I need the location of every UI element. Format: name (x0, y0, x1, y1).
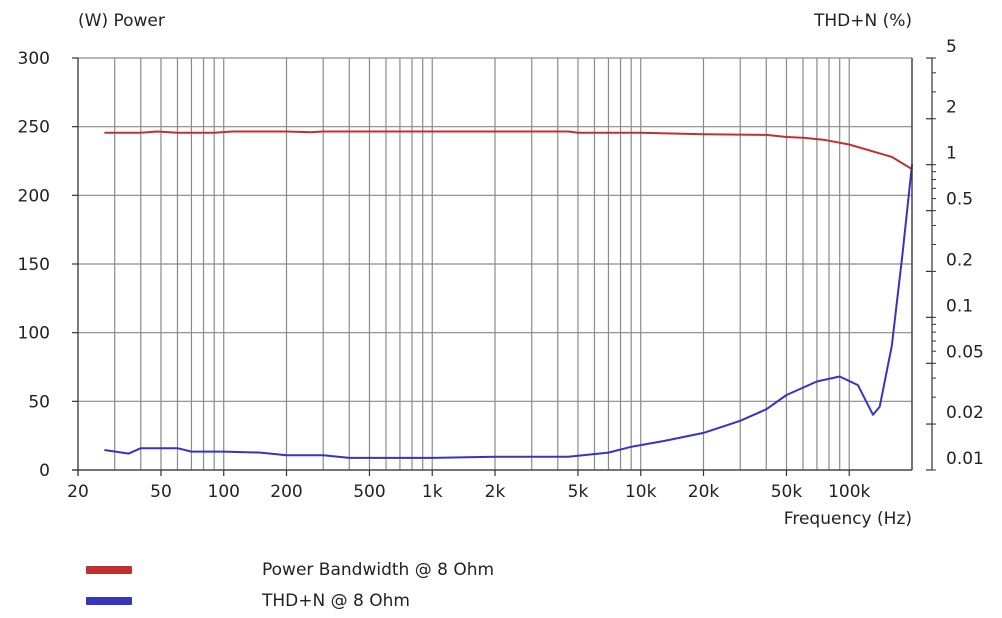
legend-swatch-power (86, 566, 132, 574)
legend-label-power: Power Bandwidth @ 8 Ohm (262, 560, 495, 580)
x-tick-label: 1k (422, 482, 443, 502)
x-tick-label: 100k (828, 482, 870, 502)
right-y-tick-label: 0.2 (946, 250, 973, 270)
tick-labels: 0 50 100 150 200 250 300 20 50 100 200 500 1k 2k 5k 10k… (18, 37, 984, 502)
right-y-tick-label: 0.02 (946, 403, 984, 423)
left-y-tick-label: 50 (28, 392, 50, 412)
left-y-tick-label: 0 (39, 461, 50, 481)
x-tick-label: 5k (568, 482, 589, 502)
series-layer (104, 130, 913, 459)
legend-swatch-thd (86, 597, 132, 605)
right-y-tick-label: 1 (946, 144, 957, 164)
right-axis-label: THD+N (%) (813, 11, 912, 31)
right-y-tick-label: 2 (946, 98, 957, 118)
left-y-tick-label: 100 (18, 324, 50, 344)
right-y-tick-label: 5 (946, 37, 957, 57)
x-axis-label: Frequency (Hz) (784, 509, 912, 529)
grid (77, 57, 913, 471)
x-tick-label: 20k (688, 482, 720, 502)
x-tick-label: 500 (353, 482, 385, 502)
left-y-tick-label: 200 (18, 186, 50, 206)
x-tick-label: 100 (208, 482, 240, 502)
left-y-tick-label: 250 (18, 118, 50, 138)
left-axis-label: (W) Power (78, 11, 165, 31)
left-y-tick-label: 300 (18, 49, 50, 69)
right-y-tick-label: 0.05 (946, 342, 984, 362)
x-tick-label: 20 (67, 482, 89, 502)
legend-item-thd: THD+N @ 8 Ohm (86, 584, 410, 618)
right-y-tick-label: 0.01 (946, 449, 984, 469)
power-bandwidth-line (104, 130, 913, 171)
x-tick-label: 10k (625, 482, 657, 502)
right-y-tick-label: 0.1 (946, 296, 973, 316)
legend-item-power: Power Bandwidth @ 8 Ohm (86, 553, 494, 587)
legend-label-thd: THD+N @ 8 Ohm (262, 591, 410, 611)
x-tick-label: 200 (270, 482, 302, 502)
thd-line (104, 163, 913, 459)
axes (72, 57, 936, 476)
right-y-tick-label: 0.5 (946, 190, 973, 210)
x-tick-label: 2k (485, 482, 506, 502)
x-tick-label: 50 (150, 482, 172, 502)
left-y-tick-label: 150 (18, 255, 50, 275)
x-tick-label: 50k (771, 482, 803, 502)
